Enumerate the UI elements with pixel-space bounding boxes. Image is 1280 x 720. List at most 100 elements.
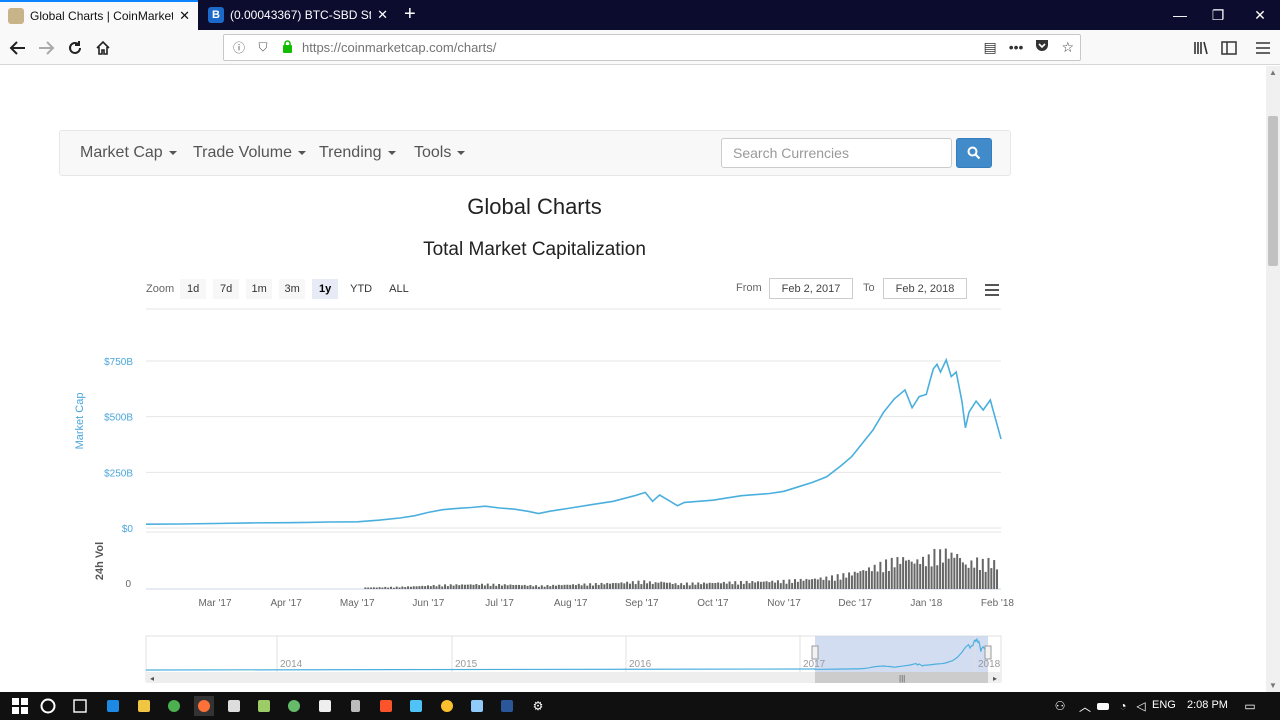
volume-bar [481,583,484,589]
reload-icon[interactable] [62,35,88,61]
menu-tools[interactable]: Tools [414,144,466,162]
volume-bar [503,584,506,589]
app-icon[interactable] [284,696,304,716]
volume-bar [919,564,922,589]
volume-bar [492,583,495,589]
from-date-input[interactable]: Feb 2, 2017 [769,278,853,299]
page-actions-icon[interactable]: ••• [1008,39,1024,55]
firefox-icon[interactable] [194,696,214,716]
volume-bar [469,584,472,589]
language-indicator[interactable]: ENG [1152,699,1176,711]
volume-bar [557,584,560,589]
minimize-icon[interactable]: — [1173,7,1187,23]
windows-start-icon[interactable] [10,696,30,716]
volume-bar [964,564,967,589]
search-button[interactable] [956,138,992,168]
scroll-right-icon[interactable]: ▸ [993,674,997,683]
clock[interactable]: 2:08 PM [1187,699,1228,711]
volume-bar [574,585,577,589]
volume-bar [694,584,697,589]
app-icon[interactable] [254,696,274,716]
menu-trending[interactable]: Trending [319,144,396,162]
tray-chevron-up-icon[interactable]: ︿ [1078,699,1091,714]
calculator-icon[interactable] [345,696,365,716]
volume-bar [677,585,680,589]
forward-arrow-icon[interactable] [33,35,59,61]
to-date-input[interactable]: Feb 2, 2018 [883,278,967,299]
volume-bar [779,583,782,589]
chrome-icon[interactable] [437,696,457,716]
volume-bar [432,584,435,589]
market-cap-series-line [145,357,1002,525]
volume-bar [506,585,509,589]
address-bar[interactable]: ⓘ ⛉ https://coinmarketcap.com/charts/ ▤ … [223,34,1081,61]
zoom-7d-button[interactable]: 7d [213,279,240,299]
lock-icon[interactable] [278,39,296,56]
zoom-3m-button[interactable]: 3m [279,279,306,299]
task-view-icon[interactable] [70,696,90,716]
page-scrollbar[interactable]: ▲ ▼ [1266,66,1280,692]
app-icon[interactable] [406,696,426,716]
x-tick-label: Feb '18 [981,598,1014,609]
file-explorer-icon[interactable] [134,696,154,716]
people-icon[interactable]: ⚇ [1054,699,1066,713]
volume-bar [782,579,785,589]
navigator-right-handle[interactable] [984,645,992,660]
volume-bar [463,584,466,589]
zoom-1y-button[interactable]: 1y [312,279,339,299]
zoom-1m-button[interactable]: 1m [246,279,273,299]
volume-icon[interactable]: ◁ [1136,699,1146,713]
navigator-scrollbar[interactable] [146,672,1001,683]
volume-bar [412,586,415,589]
settings-gear-icon[interactable]: ⚙ [532,699,544,713]
word-icon[interactable] [497,696,517,716]
pocket-icon[interactable] [1035,39,1049,56]
volume-bar [947,558,950,589]
close-tab-icon[interactable]: ✕ [377,7,388,22]
volume-bar [691,582,694,589]
zoom-1d-button[interactable]: 1d [180,279,207,299]
menu-trade-volume[interactable]: Trade Volume [193,144,307,162]
volume-bar [611,583,614,589]
tracking-shield-icon[interactable]: ⛉ [258,40,268,54]
app-icon[interactable] [467,696,487,716]
mail-icon[interactable] [315,696,335,716]
tab-global-charts[interactable]: Global Charts | CoinMarketCap ✕ [0,0,198,30]
hamburger-menu-icon[interactable] [1250,35,1276,61]
action-center-icon[interactable]: ▭ [1244,699,1256,713]
home-icon[interactable] [90,35,116,61]
close-tab-icon[interactable]: ✕ [179,8,190,23]
navigator-scrollbar-thumb[interactable] [815,672,988,683]
scroll-up-icon[interactable]: ▲ [1269,68,1277,77]
notepad-icon[interactable] [224,696,244,716]
search-currencies-input[interactable] [721,138,952,168]
library-icon[interactable] [1188,35,1214,61]
restore-icon[interactable]: ❐ [1211,6,1225,23]
close-window-icon[interactable]: ✕ [1254,6,1266,23]
menu-market-cap[interactable]: Market Cap [80,144,177,162]
new-tab-icon[interactable]: + [404,3,416,25]
chrome-icon[interactable] [164,696,184,716]
reader-view-icon[interactable]: ▤ [983,39,997,55]
navigator-left-handle[interactable] [811,645,819,660]
page-scrollbar-thumb[interactable] [1268,116,1278,266]
sidebar-icon[interactable] [1216,35,1242,61]
back-arrow-icon[interactable] [5,35,31,61]
brave-icon[interactable] [376,696,396,716]
volume-bar [739,580,742,589]
cortana-icon[interactable] [38,696,58,716]
scroll-left-icon[interactable]: ◂ [150,674,154,683]
info-icon[interactable]: ⓘ [232,41,245,55]
edge-icon[interactable] [103,696,123,716]
zoom-all-button[interactable]: ALL [389,283,409,295]
wifi-icon[interactable]: ◔ [1119,699,1127,713]
chart-menu-icon[interactable] [985,284,999,299]
volume-bar [404,587,407,589]
scroll-down-icon[interactable]: ▼ [1269,681,1277,690]
volume-bar [768,582,771,589]
bookmark-star-icon[interactable]: ☆ [1061,39,1074,55]
volume-bar [876,571,879,589]
zoom-ytd-button[interactable]: YTD [350,283,373,295]
tab-steemdollar[interactable]: B (0.00043367) BTC-SBD SteemDo ✕ [200,0,396,30]
navigator-tick-label: 2015 [455,659,478,670]
